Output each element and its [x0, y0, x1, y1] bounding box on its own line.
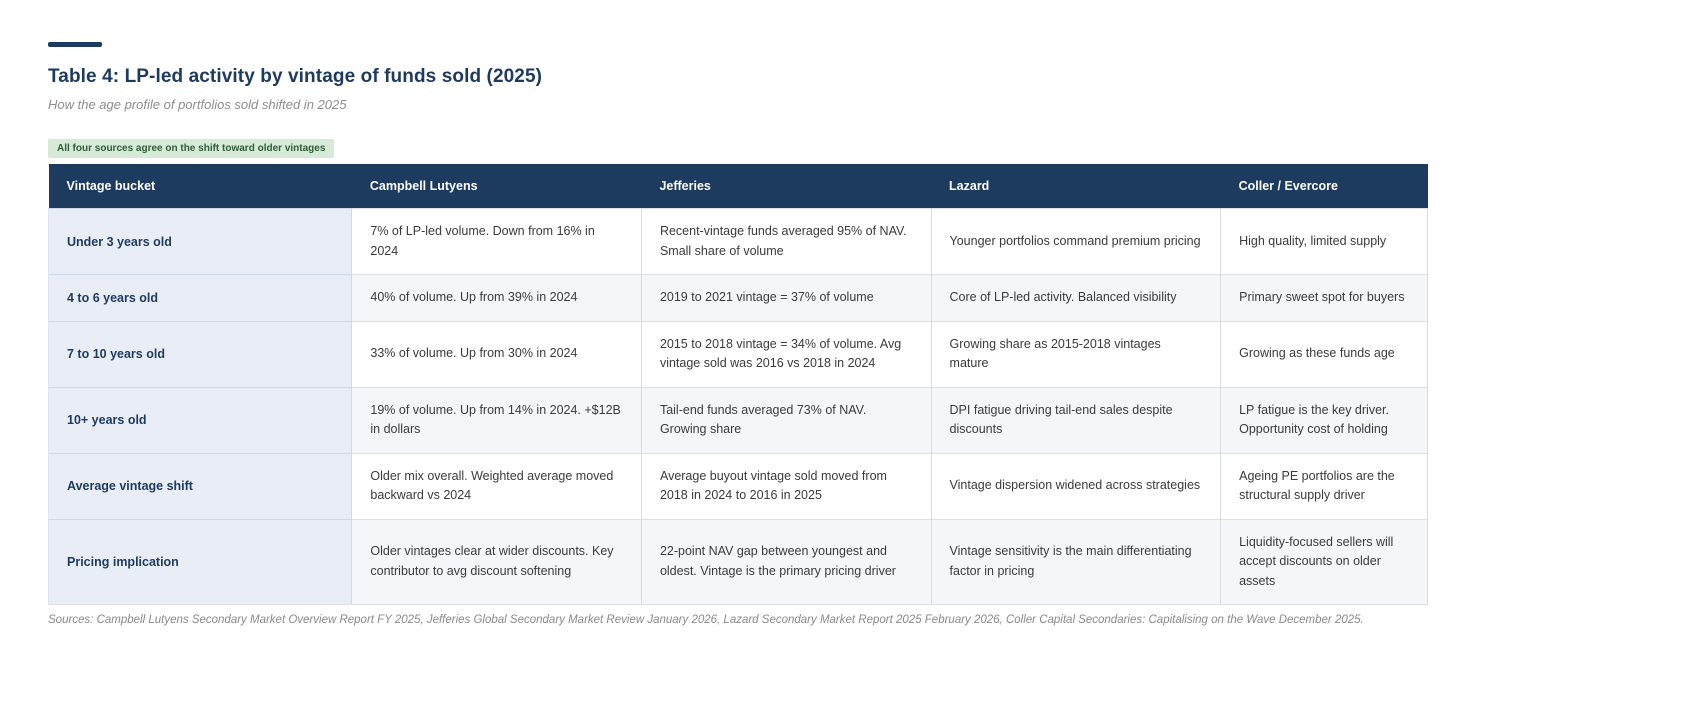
accent-bar [48, 42, 102, 47]
table-cell: 2015 to 2018 vintage = 34% of volume. Av… [641, 320, 932, 387]
table-cell: LP fatigue is the key driver. Opportunit… [1220, 386, 1428, 453]
table-cell: Average buyout vintage sold moved from 2… [641, 452, 932, 519]
page-subtitle: How the age profile of portfolios sold s… [48, 97, 347, 112]
table-body: Under 3 years old 7% of LP-led volume. Do… [47, 208, 1428, 605]
row-header-bucket: 7 to 10 years old [47, 320, 353, 387]
page-title: Table 4: LP-led activity by vintage of f… [48, 66, 543, 87]
row-header-bucket: Average vintage shift [47, 452, 353, 519]
sources-note: Sources: Campbell Lutyens Secondary Mark… [48, 614, 1364, 626]
table-cell: Growing as these funds age [1220, 320, 1428, 387]
table-cell: DPI fatigue driving tail-end sales despi… [931, 386, 1222, 453]
table-cell: Older vintages clear at wider discounts.… [351, 518, 642, 605]
row-header-bucket: Pricing implication [47, 518, 353, 605]
table-cell: 7% of LP-led volume. Down from 16% in 20… [351, 208, 642, 275]
table-cell: 19% of volume. Up from 14% in 2024. +$12… [351, 386, 642, 453]
column-header: Coller / Evercore [1220, 164, 1428, 209]
column-header: Campbell Lutyens [351, 164, 642, 209]
table-cell: Ageing PE portfolios are the structural … [1220, 452, 1428, 519]
table-row: 4 to 6 years old 40% of volume. Up from 3… [47, 274, 1428, 321]
table-cell: Core of LP-led activity. Balanced visibi… [931, 274, 1222, 321]
table-row: Under 3 years old 7% of LP-led volume. Do… [47, 208, 1428, 275]
table-head: Vintage bucket Campbell Lutyens Jefferies L… [48, 164, 1428, 209]
column-header: Lazard [931, 164, 1221, 209]
column-header: Vintage bucket [48, 164, 352, 209]
table-cell: Recent-vintage funds averaged 95% of NAV… [641, 208, 932, 275]
table-cell: 33% of volume. Up from 30% in 2024 [351, 320, 642, 387]
table-cell: Tail-end funds averaged 73% of NAV. Grow… [641, 386, 932, 453]
table-cell: Liquidity-focused sellers will accept di… [1220, 518, 1428, 605]
row-header-bucket: Under 3 years old [47, 208, 353, 275]
row-header-bucket: 4 to 6 years old [47, 274, 353, 321]
table-cell: 2019 to 2021 vintage = 37% of volume [641, 274, 932, 321]
table-cell: Older mix overall. Weighted average move… [351, 452, 642, 519]
table-cell: High quality, limited supply [1220, 208, 1428, 275]
table-row: Pricing implication Older vintages clear … [47, 518, 1428, 605]
row-header-bucket: 10+ years old [47, 386, 353, 453]
consensus-badge: All four sources agree on the shift towa… [48, 139, 335, 158]
table-cell: Growing share as 2015-2018 vintages matu… [931, 320, 1222, 387]
column-header: Jefferies [641, 164, 932, 209]
table-cell: 22-point NAV gap between youngest and ol… [641, 518, 932, 605]
page: Table 4: LP-led activity by vintage of f… [47, 42, 1428, 626]
table-header-row: Vintage bucket Campbell Lutyens Jefferies L… [48, 164, 1428, 209]
table-cell: Younger portfolios command premium prici… [931, 208, 1222, 275]
vintage-table: Vintage bucket Campbell Lutyens Jefferies L… [47, 164, 1428, 605]
table-row: 7 to 10 years old 33% of volume. Up from … [47, 320, 1428, 387]
table-row: 10+ years old 19% of volume. Up from 14% … [47, 386, 1428, 453]
table-cell: Primary sweet spot for buyers [1220, 274, 1428, 321]
table-row: Average vintage shift Older mix overall. … [47, 452, 1428, 519]
table-cell: 40% of volume. Up from 39% in 2024 [351, 274, 642, 321]
table-cell: Vintage dispersion widened across strate… [931, 452, 1222, 519]
table-cell: Vintage sensitivity is the main differen… [931, 518, 1222, 605]
